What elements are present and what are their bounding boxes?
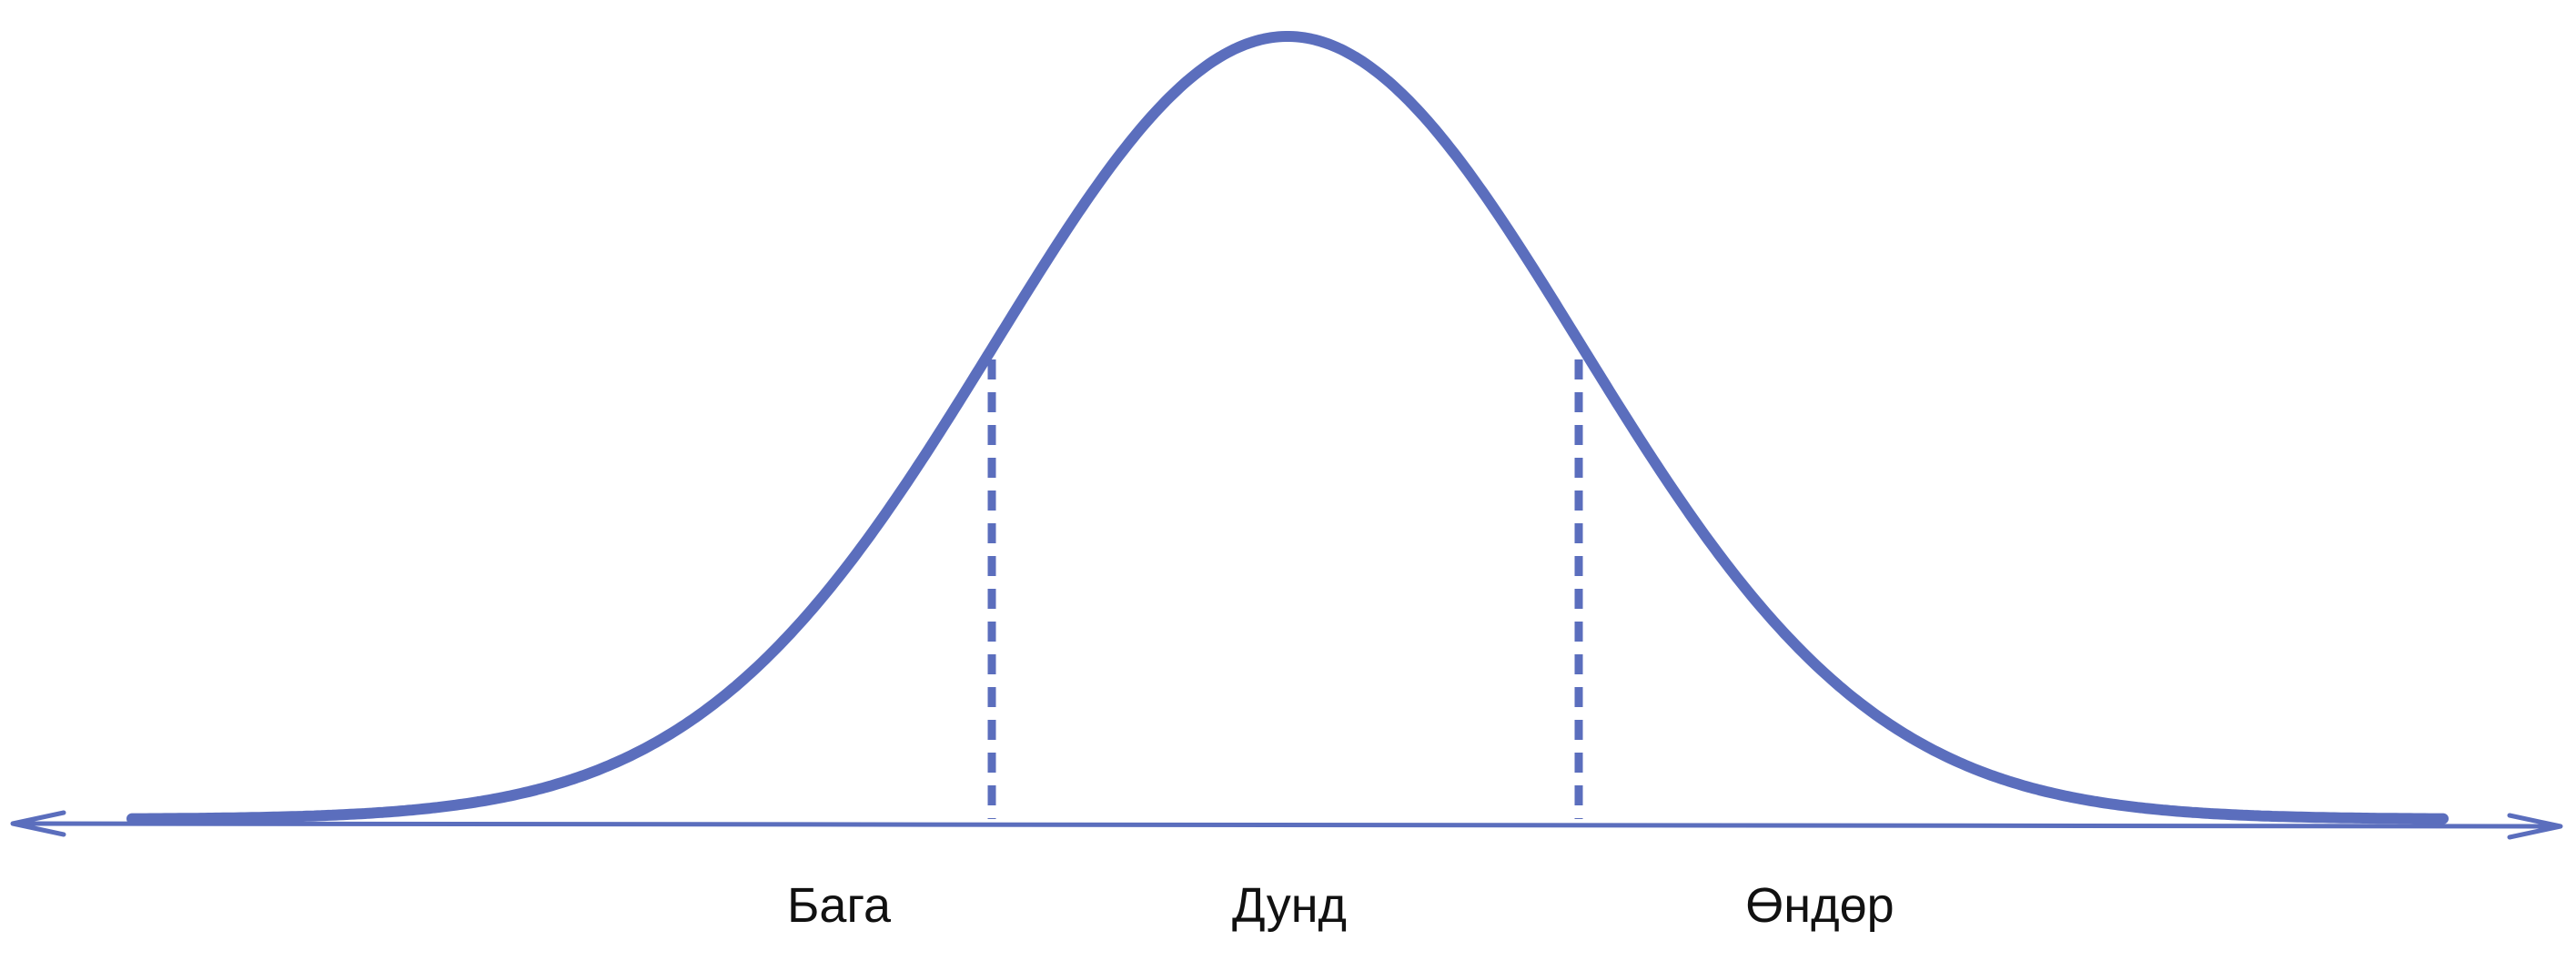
right-arrowhead-icon bbox=[2507, 813, 2563, 840]
region-label-high: Өндөр bbox=[1745, 878, 1894, 933]
axis-line bbox=[15, 821, 2558, 829]
left-arrowhead-icon bbox=[10, 810, 66, 837]
region-label-low: Бага bbox=[787, 878, 892, 933]
region-label-medium: Дунд bbox=[1232, 878, 1347, 933]
bell-curve bbox=[126, 31, 2449, 824]
horizontal-axis bbox=[10, 810, 2563, 840]
